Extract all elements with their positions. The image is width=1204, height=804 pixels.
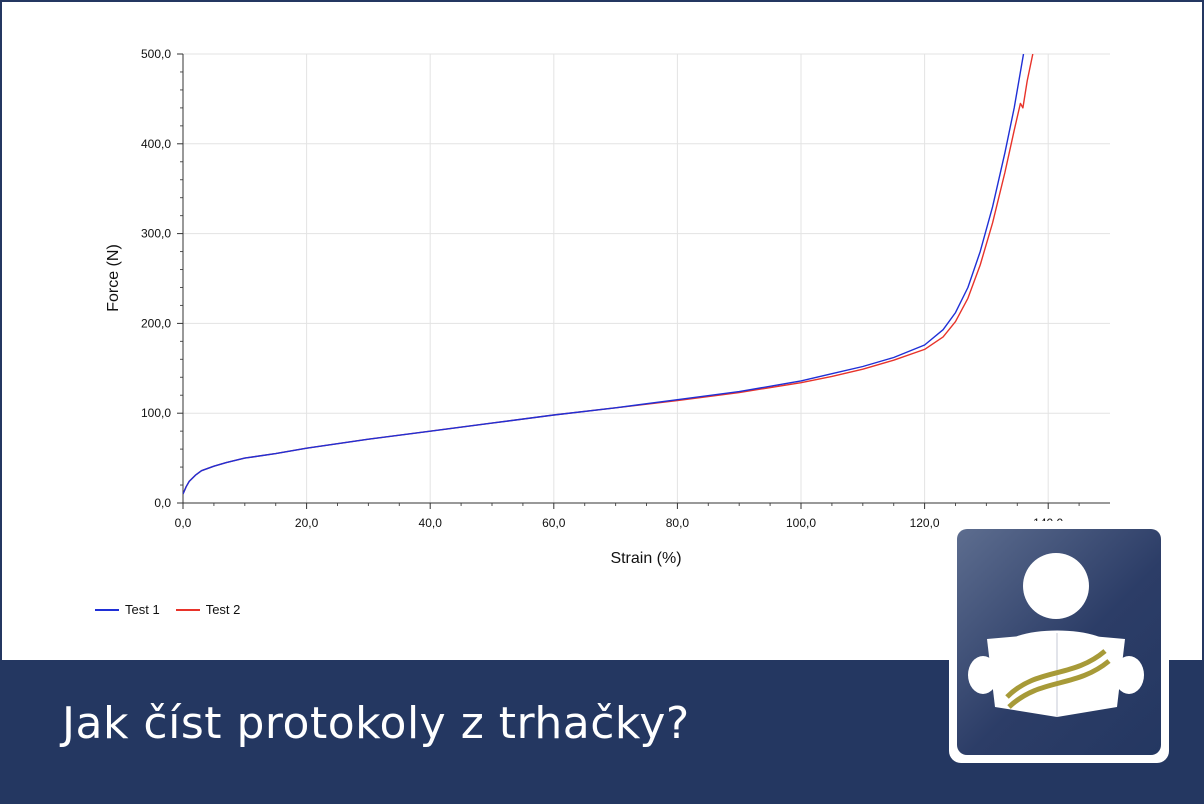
y-tick-label: 500,0 [141,47,171,61]
x-tick-label: 0,0 [175,516,192,530]
x-tick-label: 60,0 [542,516,566,530]
y-tick-label: 200,0 [141,316,171,330]
report-curve-1 [1005,649,1107,699]
banner-title: Jak číst protokoly z trhačky? [62,698,690,749]
legend-swatch-test-1 [95,608,119,611]
legend-item-test-1: Test 1 [95,602,160,617]
y-tick-label: 300,0 [141,227,171,241]
legend: Test 1 Test 2 [95,602,256,617]
legend-item-test-2: Test 2 [175,602,241,617]
x-tick-label: 120,0 [910,516,940,530]
series-line-test-1 [183,54,1025,495]
plot-area [183,54,1110,503]
line-chart: 0,020,040,060,080,0100,0120,0140,00,0100… [105,47,1110,567]
x-tick-label: 40,0 [419,516,443,530]
legend-label-test-1: Test 1 [125,602,160,617]
legend-swatch-test-2 [175,608,200,611]
y-tick-label: 100,0 [141,406,171,420]
y-tick-label: 0,0 [154,496,171,510]
person-reading-report-icon [957,529,1161,755]
right-hand [1114,656,1144,694]
y-axis-title: Force (N) [105,244,122,312]
person-head [1023,553,1089,619]
y-tick-label: 400,0 [141,137,171,151]
x-tick-label: 100,0 [786,516,816,530]
report-curve-2 [1007,659,1111,709]
x-tick-label: 20,0 [295,516,319,530]
left-hand [968,656,998,694]
x-tick-label: 80,0 [666,516,690,530]
legend-label-test-2: Test 2 [205,602,241,617]
x-axis-title: Strain (%) [610,550,681,567]
